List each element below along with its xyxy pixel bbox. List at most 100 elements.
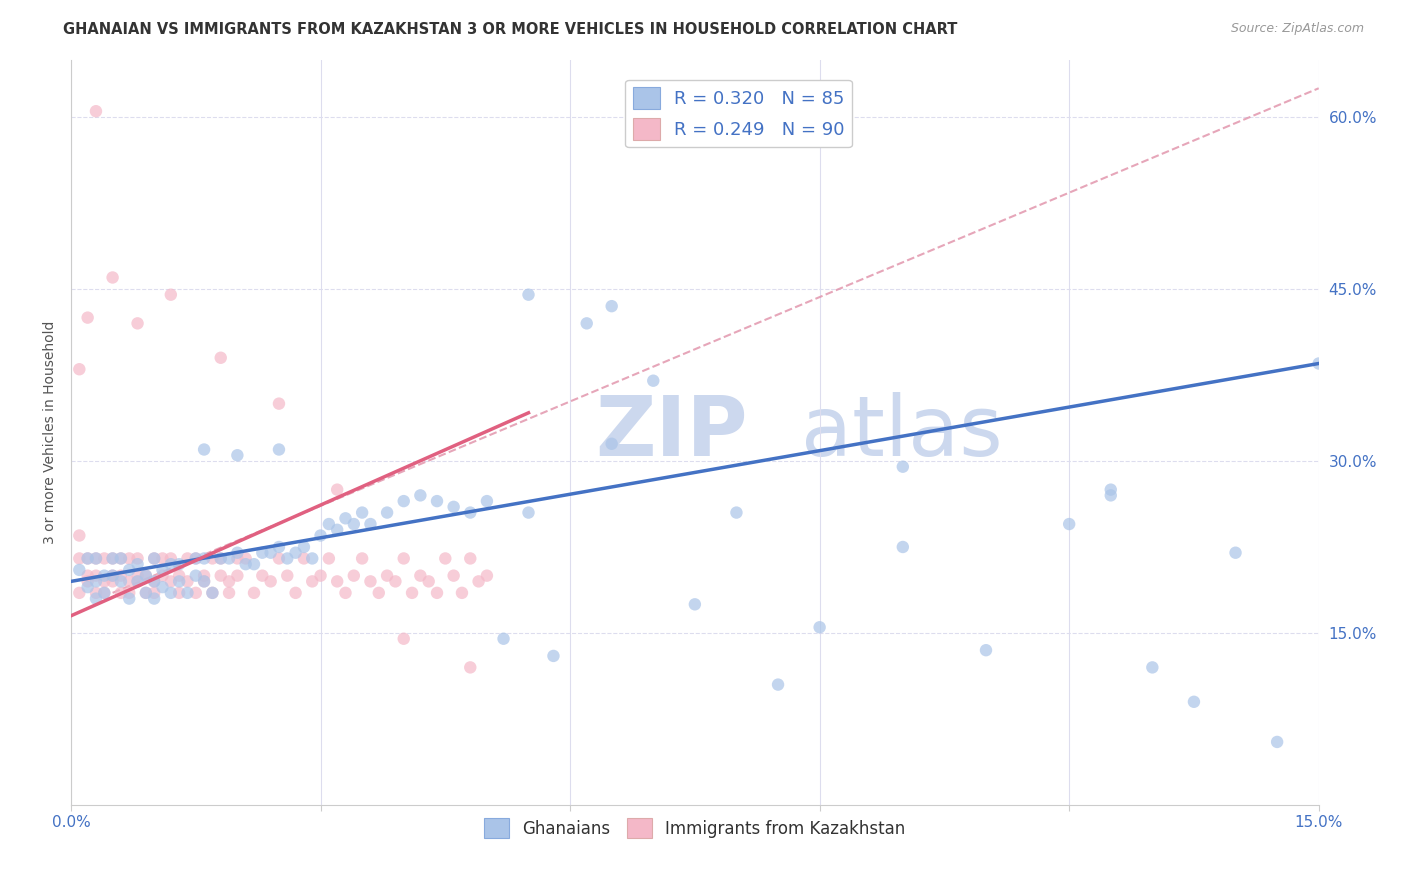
Point [118, 563, 141, 577]
Point [101, 270, 124, 285]
Point [135, 586, 157, 600]
Point [392, 632, 415, 646]
Point [1182, 695, 1205, 709]
Point [84, 551, 107, 566]
Point [184, 551, 207, 566]
Point [384, 574, 406, 589]
Point [159, 287, 181, 301]
Point [301, 574, 323, 589]
Point [209, 551, 232, 566]
Point [367, 586, 389, 600]
Point [67, 563, 90, 577]
Point [76, 551, 98, 566]
Point [127, 574, 149, 589]
Point [167, 557, 190, 571]
Point [335, 511, 357, 525]
Point [159, 557, 181, 571]
Point [335, 586, 357, 600]
Point [167, 586, 190, 600]
Point [267, 442, 290, 457]
Point [1057, 516, 1080, 531]
Point [259, 574, 281, 589]
Point [1099, 483, 1122, 497]
Point [891, 459, 914, 474]
Point [252, 546, 274, 560]
Point [193, 574, 215, 589]
Point [135, 586, 157, 600]
Y-axis label: 3 or more Vehicles in Household: 3 or more Vehicles in Household [44, 320, 58, 544]
Point [284, 586, 307, 600]
Point [725, 506, 748, 520]
Point [392, 494, 415, 508]
Point [201, 586, 224, 600]
Point [326, 483, 349, 497]
Point [167, 574, 190, 589]
Point [101, 574, 124, 589]
Text: GHANAIAN VS IMMIGRANTS FROM KAZAKHSTAN 3 OR MORE VEHICLES IN HOUSEHOLD CORRELATI: GHANAIAN VS IMMIGRANTS FROM KAZAKHSTAN 3… [63, 22, 957, 37]
Point [101, 568, 124, 582]
Point [84, 586, 107, 600]
Point [84, 568, 107, 582]
Point [93, 574, 115, 589]
Legend: Ghanaians, Immigrants from Kazakhstan: Ghanaians, Immigrants from Kazakhstan [478, 812, 912, 845]
Point [359, 574, 381, 589]
Text: ZIP: ZIP [595, 392, 748, 473]
Point [517, 287, 540, 301]
Text: Source: ZipAtlas.com: Source: ZipAtlas.com [1230, 22, 1364, 36]
Point [176, 551, 198, 566]
Point [326, 574, 349, 589]
Text: atlas: atlas [801, 392, 1002, 473]
Point [118, 591, 141, 606]
Point [127, 551, 149, 566]
Point [259, 546, 281, 560]
Point [76, 580, 98, 594]
Point [974, 643, 997, 657]
Point [84, 551, 107, 566]
Point [434, 551, 457, 566]
Point [375, 568, 398, 582]
Point [127, 557, 149, 571]
Point [226, 448, 249, 462]
Point [127, 568, 149, 582]
Point [600, 437, 623, 451]
Point [318, 551, 340, 566]
Point [643, 374, 665, 388]
Point [301, 551, 323, 566]
Point [193, 551, 215, 566]
Point [318, 516, 340, 531]
Point [135, 568, 157, 582]
Point [201, 586, 224, 600]
Point [101, 551, 124, 566]
Point [492, 632, 515, 646]
Point [84, 591, 107, 606]
Point [159, 574, 181, 589]
Point [143, 591, 166, 606]
Point [93, 568, 115, 582]
Point [93, 586, 115, 600]
Point [517, 506, 540, 520]
Point [426, 586, 449, 600]
Point [458, 660, 481, 674]
Point [84, 574, 107, 589]
Point [159, 551, 181, 566]
Point [443, 568, 465, 582]
Point [67, 528, 90, 542]
Point [101, 568, 124, 582]
Point [343, 568, 366, 582]
Point [159, 586, 181, 600]
Point [226, 568, 249, 582]
Point [243, 557, 266, 571]
Point [110, 586, 132, 600]
Point [326, 523, 349, 537]
Point [235, 551, 257, 566]
Point [218, 574, 240, 589]
Point [127, 317, 149, 331]
Point [118, 574, 141, 589]
Point [543, 648, 565, 663]
Point [184, 568, 207, 582]
Point [343, 516, 366, 531]
Point [1265, 735, 1288, 749]
Point [426, 494, 449, 508]
Point [467, 574, 489, 589]
Point [76, 574, 98, 589]
